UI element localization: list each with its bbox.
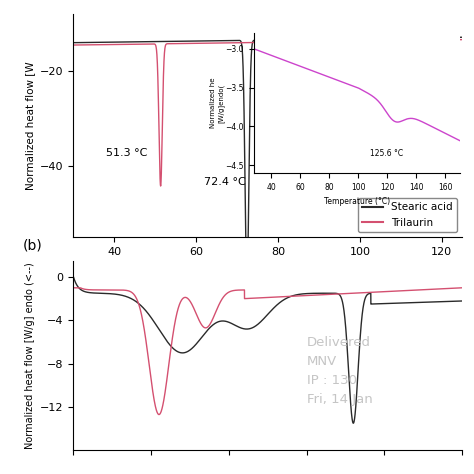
Text: 125.6 °C: 125.6 °C — [370, 149, 403, 158]
Y-axis label: Normalized heat flow [W: Normalized heat flow [W — [25, 61, 35, 190]
Y-axis label: Normalized he
[W/g]endo(: Normalized he [W/g]endo( — [210, 78, 224, 128]
X-axis label: Temperature (°C): Temperature (°C) — [210, 262, 325, 275]
X-axis label: Temperature (°C): Temperature (°C) — [324, 197, 390, 206]
Text: 72.4 °C: 72.4 °C — [204, 177, 246, 187]
Y-axis label: Normalized heat flow [W/g] endo (<--): Normalized heat flow [W/g] endo (<--) — [25, 262, 35, 449]
Legend: Stearic acid, Trilaurin: Stearic acid, Trilaurin — [358, 198, 457, 232]
Text: Delivered
MNV
IP : 130
Fri, 14 Jan: Delivered MNV IP : 130 Fri, 14 Jan — [307, 336, 373, 406]
Text: (b): (b) — [23, 238, 43, 252]
Text: 51.3 °C: 51.3 °C — [106, 148, 147, 158]
